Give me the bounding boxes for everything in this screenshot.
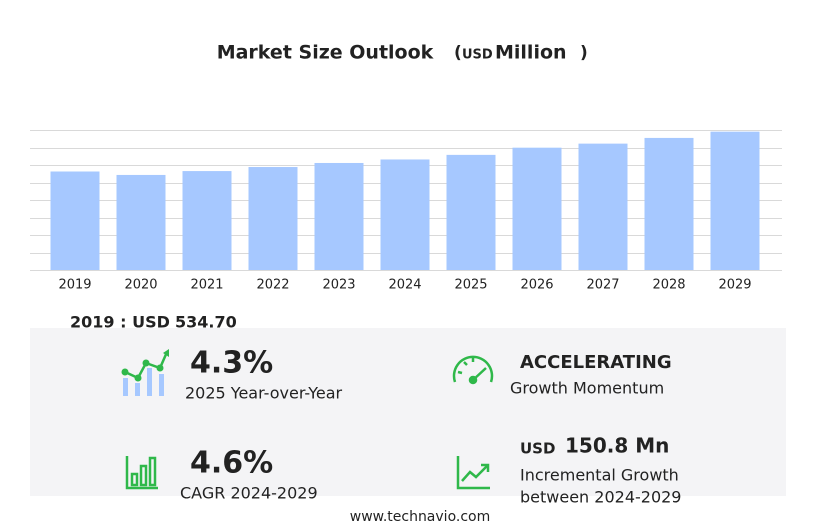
x-tick-label: 2020 — [124, 278, 157, 293]
bar — [380, 159, 430, 270]
footer: www.technavio.com — [350, 509, 491, 525]
bar — [578, 143, 628, 270]
bar — [512, 147, 562, 270]
kpi-caption: Incremental Growth — [520, 466, 679, 485]
kpi-value: 4.6% — [190, 446, 273, 481]
x-tick-label: 2027 — [586, 278, 619, 293]
bar — [710, 131, 760, 270]
x-tick-label: 2026 — [520, 278, 553, 293]
bar — [116, 174, 166, 270]
kpi-caption: between 2024-2029 — [520, 488, 681, 507]
bar — [644, 137, 694, 270]
x-tick-label: 2023 — [322, 278, 355, 293]
bar — [446, 154, 496, 270]
x-tick-label: 2024 — [388, 278, 421, 293]
icon-momentum — [452, 355, 494, 385]
x-tick-label: 2029 — [718, 278, 751, 293]
kpi-value: 150.8 Mn — [565, 434, 669, 458]
kpi-prefix: USD — [520, 440, 555, 458]
unit-close: ) — [580, 43, 588, 63]
bar — [50, 171, 100, 270]
kpi-value: ACCELERATING — [520, 352, 672, 373]
bar — [248, 167, 298, 270]
bar — [314, 162, 364, 270]
plot: 2019 2020 2021 2022 2023 2024 2025 2026 2027 2028… — [30, 130, 782, 293]
unit-scale: Million — [495, 42, 567, 64]
kpi-caption: Growth Momentum — [510, 379, 664, 398]
x-tick-label: 2028 — [652, 278, 685, 293]
x-tick-label: 2019 — [58, 278, 91, 293]
icon-cagr — [125, 456, 158, 490]
kpi-caption: CAGR 2024-2029 — [180, 484, 318, 503]
unit-currency: USD — [462, 48, 493, 63]
base-value: 534.70 — [175, 313, 237, 332]
x-tick-label: 2025 — [454, 278, 487, 293]
x-tick-label: 2021 — [190, 278, 223, 293]
unit-open: ( — [454, 43, 462, 63]
x-tick-label: 2022 — [256, 278, 289, 293]
chart-title: Market Size Outlook — [217, 42, 434, 64]
icon-incremental — [456, 456, 490, 490]
bar — [182, 171, 232, 270]
icon-yoy — [121, 349, 169, 396]
base-label: 2019 : USD — [70, 313, 170, 332]
kpi-caption: 2025 Year-over-Year — [185, 384, 343, 403]
kpi-value: 4.3% — [190, 346, 273, 381]
